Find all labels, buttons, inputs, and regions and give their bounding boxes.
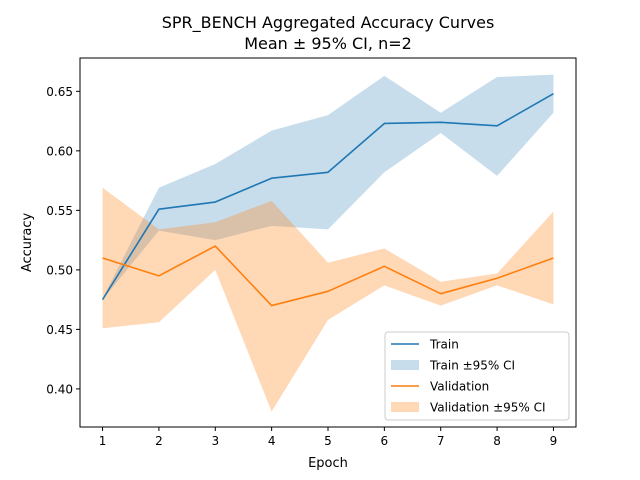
y-tick-label-1: 0.45 <box>46 323 73 337</box>
legend-box <box>384 331 570 421</box>
ci-band-1 <box>102 187 554 412</box>
legend-label-1: Validation <box>430 380 489 394</box>
series-lines <box>101 93 554 307</box>
y-axis: 0.40 0.45 0.50 0.55 0.60 0.65 <box>46 85 80 396</box>
x-axis: 1 2 3 4 5 6 7 8 9 <box>99 427 558 448</box>
x-tick-label-8: 9 <box>550 434 558 448</box>
x-tick-label-1: 2 <box>155 434 163 448</box>
x-axis-label: Epoch <box>308 456 348 471</box>
legend-ci-label-0: Train ±95% CI <box>429 359 515 373</box>
x-tick-label-3: 4 <box>268 434 276 448</box>
legend-band-swatch-0 <box>391 360 419 370</box>
x-tick-label-0: 1 <box>99 434 107 448</box>
legend-band-swatch-1 <box>391 402 419 412</box>
y-tick-label-4: 0.60 <box>46 144 73 158</box>
chart-subtitle: Mean ± 95% CI, n=2 <box>244 34 412 53</box>
x-tick-label-4: 5 <box>324 434 332 448</box>
legend-ci-label-1: Validation ±95% CI <box>430 401 546 415</box>
y-tick-label-2: 0.50 <box>46 263 73 277</box>
x-tick-label-6: 7 <box>437 434 445 448</box>
ci-bands <box>102 74 554 412</box>
y-tick-label-5: 0.65 <box>46 85 73 99</box>
x-tick-label-2: 3 <box>211 434 219 448</box>
y-axis-label: Accuracy <box>20 213 35 273</box>
chart-title: SPR_BENCH Aggregated Accuracy Curves <box>162 13 495 33</box>
legend: Train Train ±95% CI Validation Validation ±… <box>384 331 570 421</box>
x-tick-label-7: 8 <box>493 434 501 448</box>
x-tick-label-5: 6 <box>381 434 389 448</box>
y-tick-label-3: 0.55 <box>46 204 73 218</box>
legend-label-0: Train <box>429 338 459 352</box>
y-tick-label-0: 0.40 <box>46 382 73 396</box>
ci-band-0 <box>102 74 554 300</box>
